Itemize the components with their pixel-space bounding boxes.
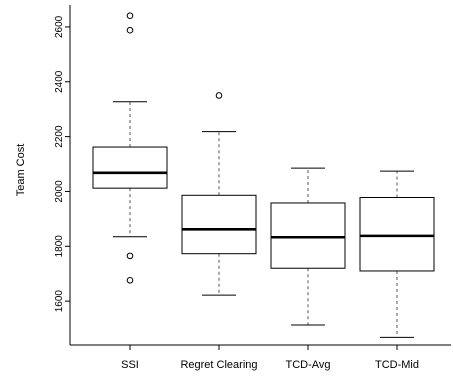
x-tick-label-2: TCD-Avg [285, 359, 330, 371]
y-tick-label-2000: 2000 [54, 180, 65, 203]
box-group-tcd-mid [359, 170, 435, 338]
y-tick-label-2200: 2200 [54, 125, 65, 148]
box-iqr [270, 202, 346, 269]
y-tick-label-2400: 2400 [54, 70, 65, 93]
box-group-regret-clearing [181, 92, 257, 296]
axes-group: 1600 1800 2000 2200 2400 2600 SSI Regret Cleari… [54, 5, 451, 371]
outlier-point-0 [126, 252, 134, 260]
y-tick-label-1600: 1600 [54, 290, 65, 313]
x-tick-label-1: Regret Clearing [180, 359, 257, 371]
x-tick-label-3: TCD-Mid [375, 359, 419, 371]
box-group-ssi [92, 12, 168, 284]
boxes-group [92, 12, 435, 338]
box-iqr [181, 194, 257, 255]
box-group-tcd-avg [270, 167, 346, 326]
x-tick-label-0: SSI [121, 359, 139, 371]
y-tick-label-2600: 2600 [54, 15, 65, 38]
outlier-point-0 [215, 92, 223, 99]
box-iqr [359, 196, 435, 272]
box-iqr [92, 146, 168, 189]
y-axis-label: Team Cost [15, 144, 27, 197]
y-tick-label-1800: 1800 [54, 235, 65, 258]
outlier-point-1 [126, 276, 134, 284]
outlier-point-2 [126, 26, 134, 34]
outlier-point-3 [126, 12, 134, 19]
